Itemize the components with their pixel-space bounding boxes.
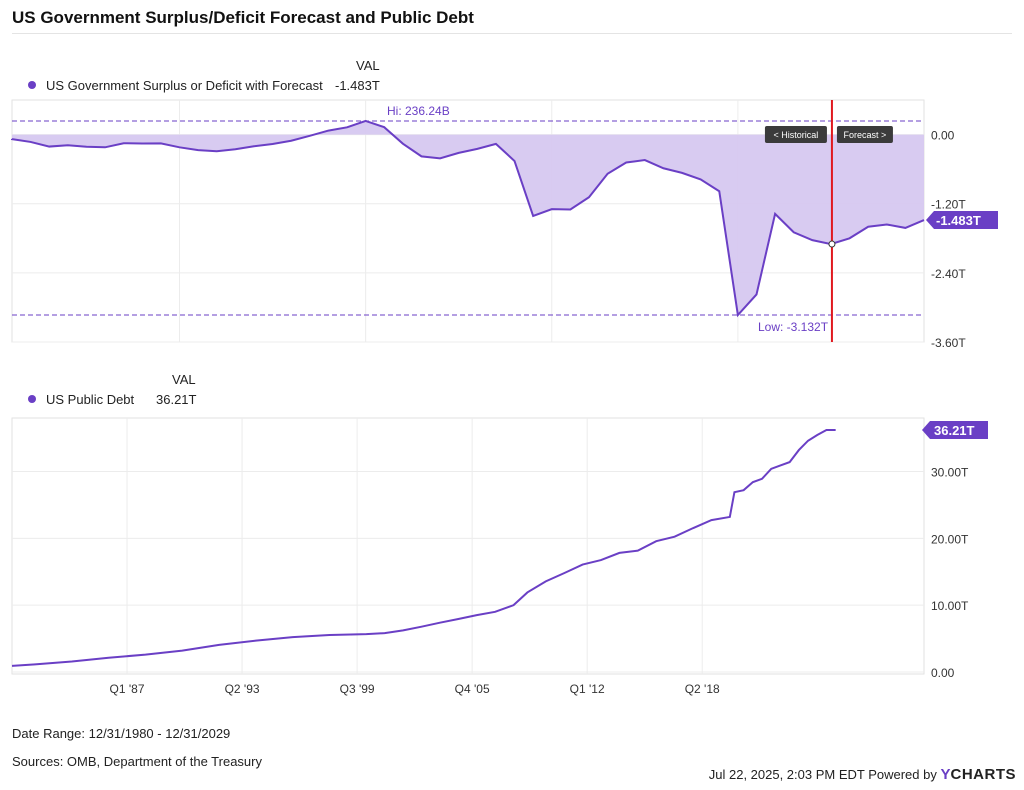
forecast-tag-bg — [836, 126, 893, 143]
y-tick-label: 0.00 — [931, 666, 955, 680]
y-tick-label: -3.60T — [931, 336, 966, 350]
legend-item-deficit[interactable]: US Government Surplus or Deficit with Fo… — [28, 78, 388, 93]
forecast-tag[interactable]: Forecast > — [836, 126, 893, 143]
y-tick-label: 0.00 — [931, 129, 955, 143]
last-value-tag — [922, 420, 988, 439]
x-tick-label: 2020 — [725, 349, 752, 350]
legend-label-debt: US Public Debt — [46, 392, 135, 407]
historical-tag-label: < Historical — [774, 130, 819, 140]
series-dot-icon — [28, 81, 36, 89]
legend-val-header-bottom: VAL — [172, 372, 196, 387]
sources: Sources: OMB, Department of the Treasury — [12, 754, 262, 769]
legend-value-debt: 36.21T — [156, 392, 197, 407]
plot-frame — [11, 417, 925, 675]
y-tick-label: 30.00T — [931, 465, 969, 479]
chart-title: US Government Surplus/Deficit Forecast a… — [12, 8, 474, 27]
debt-line — [11, 428, 836, 667]
x-tick-label: Q4 '05 — [455, 682, 490, 696]
x-tick-label: Q3 '99 — [340, 682, 375, 696]
debt-chart[interactable]: 0.00 10.00T 20.00T 30.00T Q1 '87 Q2 '93 Q3 '99… — [0, 410, 1024, 700]
last-value-label: 36.21T — [934, 423, 975, 438]
historical-tag[interactable]: < Historical — [764, 126, 827, 143]
low-label: Low: -3.132T — [758, 320, 829, 334]
y-tick-label: -1.20T — [931, 198, 966, 212]
forecast-tag-label: Forecast > — [844, 130, 887, 140]
x-tick-label: Q1 '87 — [110, 682, 145, 696]
title-divider — [12, 33, 1012, 34]
y-tick-label: 10.00T — [931, 599, 969, 613]
x-tick-label: Q1 '12 — [570, 682, 605, 696]
deficit-area — [12, 120, 924, 316]
timestamp: Jul 22, 2025, 2:03 PM EDT Powered by — [708, 767, 937, 782]
legend-val-header-top: VAL — [356, 58, 380, 73]
hi-label: Hi: 236.24B — [387, 104, 450, 118]
x-tick-label: 2010 — [538, 349, 565, 350]
x-tick-label: Q2 '18 — [685, 682, 720, 696]
legend-value-deficit: -1.483T — [335, 78, 380, 93]
y-tick-label: 20.00T — [931, 532, 969, 546]
series-dot-icon — [28, 395, 36, 403]
x-tick-label: Q2 '93 — [225, 682, 260, 696]
legend-label-deficit: US Government Surplus or Deficit with Fo… — [46, 78, 323, 93]
y-tick-label: -2.40T — [931, 267, 966, 281]
legend-item-debt[interactable]: US Public Debt 36.21T — [28, 392, 228, 407]
footer-attribution: Jul 22, 2025, 2:03 PM EDT Powered by YCH… — [709, 766, 1016, 783]
last-value-label: -1.483T — [936, 213, 981, 228]
last-value-tag — [926, 211, 998, 230]
x-tick-label: 2000 — [352, 349, 379, 350]
historical-tag-bg — [764, 126, 827, 143]
ycharts-logo[interactable]: YCHARTS — [940, 766, 1016, 783]
forecast-marker — [828, 240, 836, 248]
date-range: Date Range: 12/31/1980 - 12/31/2029 — [12, 726, 231, 741]
deficit-chart[interactable]: 0.00 -1.20T -2.40T -3.60T 1990 2000 2010 2020 Hi… — [0, 0, 1024, 350]
x-tick-label: 1990 — [166, 349, 193, 350]
deficit-line — [11, 119, 925, 318]
